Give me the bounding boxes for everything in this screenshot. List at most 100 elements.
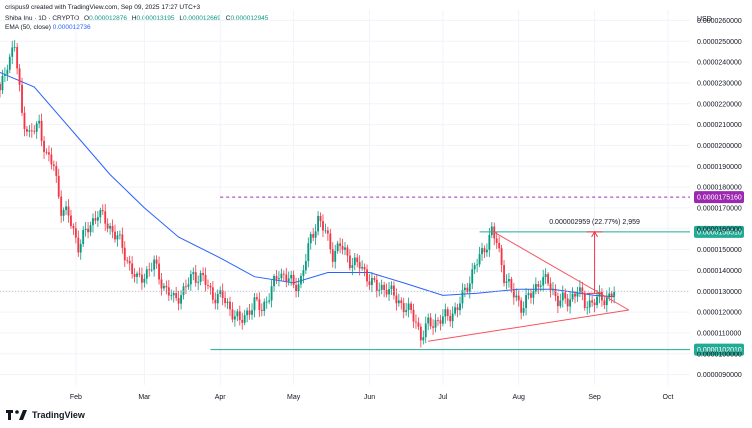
candle-body	[402, 303, 405, 312]
candle-body	[544, 274, 547, 278]
candle-body	[158, 263, 160, 280]
candle-body	[60, 196, 63, 216]
candle-body	[25, 128, 28, 132]
candle-body	[241, 319, 244, 323]
candle-body	[512, 288, 515, 298]
candle-body	[517, 295, 520, 301]
candle-body	[537, 284, 540, 287]
candle-body	[243, 315, 246, 323]
candle-body	[488, 235, 491, 250]
candle-body	[116, 235, 119, 240]
y-tick-label: 0.0000180000	[697, 185, 742, 192]
candle-body	[569, 299, 572, 307]
candle-body	[79, 243, 82, 253]
candle-body	[74, 228, 77, 238]
candle-body	[28, 130, 31, 132]
candle-body	[282, 273, 285, 275]
y-tick-label: 0.0000230000	[697, 80, 742, 87]
x-tick-label: May	[287, 394, 301, 401]
price-range-measure: 0.000002959 (22.77%) 2,959	[549, 219, 640, 294]
candle-body	[383, 284, 386, 291]
candle-body	[253, 297, 256, 311]
candle-body	[564, 292, 567, 299]
candle-body	[251, 310, 253, 315]
candle-body	[466, 287, 469, 292]
candle-body	[170, 295, 173, 297]
candle-body	[415, 321, 417, 323]
candle-body	[6, 69, 9, 75]
ema-value: 0.000012736	[52, 24, 91, 31]
chart-credit: crispus9 created with TradingView.com, S…	[5, 4, 201, 11]
candle-body	[439, 320, 442, 324]
candle-body	[385, 290, 388, 295]
candle-body	[326, 230, 329, 234]
watermark-text: TradingView	[32, 410, 85, 420]
candle-body	[126, 260, 129, 262]
candle-body	[373, 278, 376, 280]
candle-body	[593, 302, 596, 306]
candle-body	[485, 249, 488, 253]
candle-body	[361, 266, 364, 269]
candle-body	[356, 257, 359, 263]
candle-body	[101, 210, 104, 212]
candle-body	[393, 285, 395, 296]
candle-body	[155, 259, 158, 264]
candle-body	[304, 261, 307, 271]
candle-body	[30, 130, 33, 132]
axes: USD 0.0000260000 0.0000250000 0.0000240000…	[70, 16, 742, 401]
y-tick-label: 0.0000150000	[697, 247, 742, 254]
candle-body	[192, 272, 195, 275]
candle-body	[65, 206, 67, 211]
candle-body	[424, 323, 427, 338]
candle-body	[216, 293, 219, 304]
candle-body	[397, 300, 400, 304]
candle-body	[165, 285, 168, 288]
candle-body	[255, 297, 258, 300]
candle-body	[92, 218, 94, 226]
candle-body	[238, 311, 241, 320]
y-tick-label: 0.0000110000	[697, 330, 741, 337]
candle-body	[292, 274, 295, 285]
candle-body	[370, 278, 373, 286]
ema-line	[0, 72, 615, 298]
candle-body	[317, 215, 320, 232]
candle-body	[177, 298, 180, 304]
candle-body	[163, 285, 165, 289]
candle-body	[11, 47, 14, 57]
y-tick-label: 0.0000200000	[697, 143, 742, 150]
level-price-badge	[694, 225, 744, 238]
ohlc-close-value: 0.000012945	[230, 15, 269, 22]
candle-body	[214, 299, 217, 304]
candle-body	[43, 140, 45, 152]
candle-body	[422, 337, 425, 341]
candle-body	[608, 293, 611, 298]
y-tick-label: 0.0000250000	[697, 39, 742, 46]
level-price-badge	[694, 191, 744, 204]
candle-body	[405, 310, 408, 312]
candle-body	[500, 248, 503, 266]
candle-body	[182, 286, 185, 296]
candle-body	[138, 273, 141, 275]
symbol-name[interactable]: Shiba Inu · 1D · CRYPTO	[5, 15, 80, 22]
candle-body	[329, 233, 332, 250]
candle-body	[561, 292, 564, 301]
ema-legend[interactable]: EMA (50, close) 0.000012736	[5, 24, 91, 31]
candle-body	[231, 309, 234, 320]
candle-body	[444, 309, 447, 317]
ohlc-low-key: L	[179, 15, 183, 22]
candle-body	[324, 230, 327, 232]
candle-body	[454, 307, 457, 314]
candle-body	[341, 246, 344, 250]
candles	[0, 40, 616, 348]
candle-body	[48, 152, 50, 155]
candle-body	[358, 262, 361, 269]
candle-body	[84, 228, 87, 230]
level-price-badge	[694, 343, 744, 356]
y-tick-label: 0.0000090000	[697, 372, 742, 379]
candle-body	[226, 301, 229, 304]
candle-body	[285, 274, 288, 282]
candle-body	[118, 234, 121, 236]
candle-body	[429, 317, 432, 327]
candle-body	[598, 291, 601, 297]
